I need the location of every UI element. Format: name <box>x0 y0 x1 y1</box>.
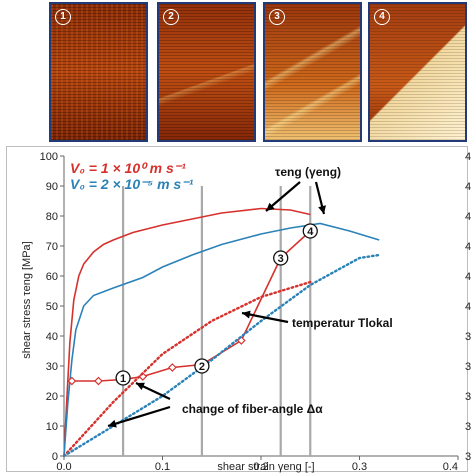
right-axis-tick-label: 3 <box>465 421 471 433</box>
x-tick-label: 0.2 <box>253 461 268 473</box>
point-label-number: 4 <box>307 226 314 238</box>
temperature-arrow-head <box>242 310 251 319</box>
right-axis-tick-label: 4 <box>465 301 471 313</box>
micrograph-panel-3: 3 <box>263 2 362 142</box>
y-tick-label: 100 <box>40 151 58 163</box>
series-dotted-3 <box>62 280 312 458</box>
y-tick-label: 60 <box>46 271 58 283</box>
micrograph-panel-2: 2 <box>157 2 256 142</box>
micrograph-number: 1 <box>55 9 71 25</box>
stress-curve-annotation: τeng (γeng) <box>275 165 341 179</box>
x-tick-label: 0.0 <box>56 461 71 473</box>
series-line-1 <box>63 222 380 457</box>
y-tick-label: 70 <box>46 241 58 253</box>
right-axis-tick-label: 4 <box>465 211 471 223</box>
micrograph-texture <box>51 4 146 140</box>
micrograph-panel-4: 4 <box>368 2 467 142</box>
x-tick-label: 0.1 <box>155 461 170 473</box>
y-tick-label: 0 <box>52 451 58 463</box>
micrograph-texture <box>265 4 360 140</box>
right-axis-tick-label: 3 <box>465 331 471 343</box>
fiber-arrow-upper-head <box>136 382 145 391</box>
point-label-number: 3 <box>278 253 284 265</box>
x-axis-title: shear strain γeng [-] <box>217 461 314 473</box>
right-axis-tick-label: 4 <box>465 181 471 193</box>
right-axis-tick-label: 3 <box>465 451 471 463</box>
micrograph-texture <box>370 4 465 140</box>
y-axis-title: shear stress τeng [MPa] <box>21 241 33 358</box>
y-tick-label: 80 <box>46 211 58 223</box>
micrograph-texture <box>159 4 254 140</box>
x-tick-label: 0.4 <box>443 461 458 473</box>
right-axis-tick-label: 3 <box>465 391 471 403</box>
y-tick-label: 20 <box>46 391 58 403</box>
chart-frame <box>6 146 468 472</box>
right-axis-tick-label: 4 <box>465 241 471 253</box>
micrograph-panel-1: 1 <box>49 2 148 142</box>
stress-arrow-blue-head <box>318 205 326 214</box>
micrograph-number: 2 <box>163 9 179 25</box>
point-label-circle <box>273 250 289 266</box>
series-line-0 <box>63 207 311 457</box>
x-tick-label: 0.3 <box>352 461 367 473</box>
fiber-arrow-lower-head <box>108 419 117 428</box>
temperature-annotation: temperatur Tlokal <box>292 316 393 330</box>
legend-entry: V₀ = 2 × 10⁻⁵ m s⁻¹ <box>70 176 194 192</box>
point-label-circle <box>115 370 131 386</box>
temperature-marker <box>94 376 103 386</box>
y-tick-label: 90 <box>46 181 58 193</box>
legend-entry: V₀ = 1 × 10⁰ m s⁻¹ <box>70 160 186 176</box>
right-axis-tick-label: 4 <box>465 151 471 163</box>
y-tick-label: 10 <box>46 421 58 433</box>
point-label-number: 1 <box>120 373 126 385</box>
stress-arrow-red-head <box>266 202 275 211</box>
point-label-circle <box>302 223 318 239</box>
y-tick-label: 40 <box>46 331 58 343</box>
right-axis-tick-label: 3 <box>465 361 471 373</box>
temperature-marker <box>168 363 177 372</box>
y-tick-label: 50 <box>46 301 58 313</box>
fiber-angle-annotation: change of fiber-angle Δα <box>182 402 323 416</box>
y-tick-label: 30 <box>46 361 58 373</box>
fiber-arrow-lower <box>107 405 171 428</box>
point-label-circle <box>194 358 210 374</box>
right-axis-tick-label: 4 <box>465 271 471 283</box>
micrograph-number: 3 <box>269 9 285 25</box>
temperature-marker <box>67 376 77 386</box>
micrograph-number: 4 <box>374 9 390 25</box>
point-label-number: 2 <box>199 361 205 373</box>
